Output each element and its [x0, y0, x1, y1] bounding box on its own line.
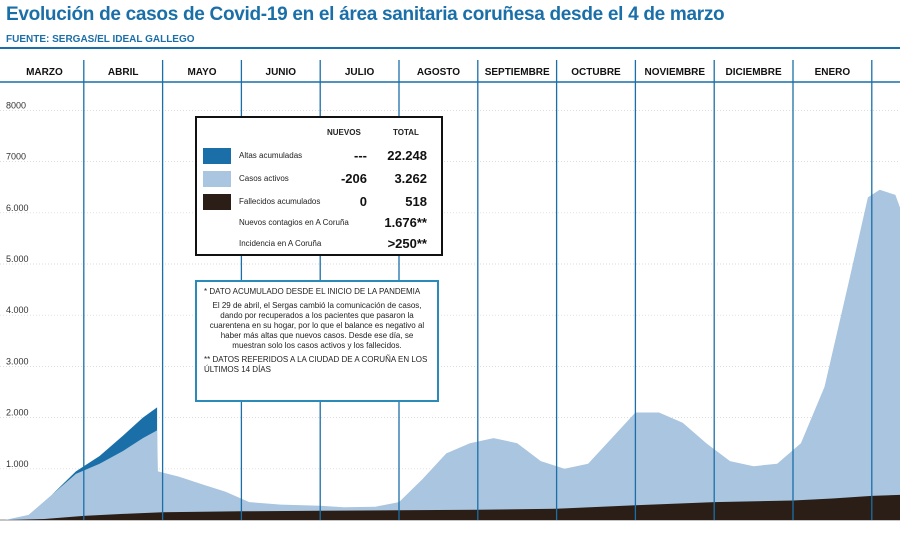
- month-label-octubre: OCTUBRE: [571, 67, 621, 78]
- legend-label-altas: Altas acumuladas: [239, 151, 303, 160]
- y-tick-label: 4.000: [6, 305, 29, 315]
- legend-row-fallecidos: Fallecidos acumulados 0 518: [203, 192, 435, 212]
- methodology-note: * DATO ACUMULADO DESDE EL INICIO DE LA P…: [195, 280, 439, 402]
- legend-row-contagios: Nuevos contagios en A Coruña 1.676**: [203, 213, 435, 233]
- legend-label-contagios: Nuevos contagios en A Coruña: [239, 218, 349, 227]
- legend-swatch-altas: [203, 148, 231, 164]
- y-tick-label: 7000: [6, 152, 26, 162]
- note-title: * DATO ACUMULADO DESDE EL INICIO DE LA P…: [204, 287, 421, 296]
- month-label-marzo: MARZO: [26, 67, 63, 78]
- month-label-abril: ABRIL: [108, 67, 139, 78]
- legend-total-altas: 22.248: [387, 148, 427, 163]
- y-tick-label: 6.000: [6, 203, 29, 213]
- y-tick-label: 1.000: [6, 459, 29, 469]
- legend-label-activos: Casos activos: [239, 174, 289, 183]
- month-label-septiembre: SEPTIEMBRE: [485, 67, 550, 78]
- legend-total-fallecidos: 518: [405, 194, 427, 209]
- legend-new-fallecidos: 0: [359, 194, 367, 209]
- series-fallecidos-acumulados: [5, 494, 900, 520]
- series-layer: [5, 189, 900, 520]
- legend-new-activos: -206: [340, 171, 367, 186]
- legend-box: NUEVOS TOTAL Altas acumuladas --- 22.248…: [195, 116, 443, 256]
- month-label-junio: JUNIO: [266, 67, 297, 78]
- chart-source: FUENTE: SERGAS/EL IDEAL GALLEGO: [6, 34, 195, 45]
- legend-row-incidencia: Incidencia en A Coruña >250**: [203, 234, 435, 254]
- header-rule: [0, 47, 900, 49]
- series-casos-activos: [5, 189, 900, 520]
- legend-col-new: NUEVOS: [327, 128, 361, 137]
- legend-col-total: TOTAL: [393, 128, 419, 137]
- chart-title: Evolución de casos de Covid-19 en el áre…: [6, 4, 725, 25]
- month-label-agosto: AGOSTO: [417, 67, 460, 78]
- month-label-mayo: MAYO: [187, 67, 216, 78]
- legend-label-fallecidos: Fallecidos acumulados: [239, 197, 321, 206]
- y-tick-label: 3.000: [6, 356, 29, 366]
- month-label-julio: JULIO: [345, 67, 375, 78]
- legend-swatch-fallecidos: [203, 194, 231, 210]
- legend-swatch-activos: [203, 171, 231, 187]
- y-tick-label: 8000: [6, 100, 26, 110]
- legend-value-contagios: 1.676**: [384, 215, 427, 230]
- month-label-diciembre: DICIEMBRE: [726, 67, 782, 78]
- month-labels: MARZO ABRIL MAYO JUNIO JULIO AGOSTO SEPTIEMBRE…: [26, 67, 851, 78]
- legend-row-altas: Altas acumuladas --- 22.248: [203, 146, 435, 166]
- legend-value-incidencia: >250**: [387, 236, 427, 251]
- legend-label-incidencia: Incidencia en A Coruña: [239, 239, 322, 248]
- legend-new-altas: ---: [354, 148, 367, 163]
- month-label-enero: ENERO: [815, 67, 851, 78]
- month-label-noviembre: NOVIEMBRE: [645, 67, 706, 78]
- note-footnote: ** DATOS REFERIDOS A LA CIUDAD DE A CORU…: [204, 355, 428, 374]
- y-tick-label: 2.000: [6, 408, 29, 418]
- y-tick-label: 5.000: [6, 254, 29, 264]
- legend-total-activos: 3.262: [394, 171, 427, 186]
- legend-row-activos: Casos activos -206 3.262: [203, 169, 435, 189]
- note-body: El 29 de abril, el Sergas cambió la comu…: [209, 301, 425, 350]
